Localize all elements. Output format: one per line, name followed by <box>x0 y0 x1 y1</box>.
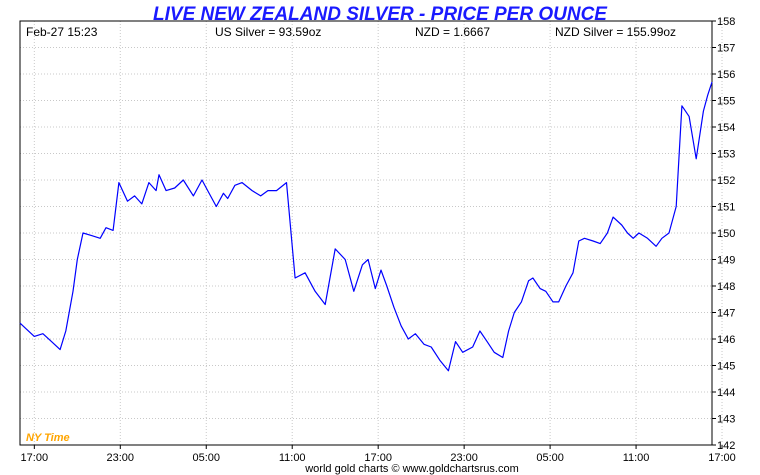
y-tick-label: 152 <box>717 175 735 187</box>
header-us-silver: US Silver = 93.59oz <box>215 25 321 39</box>
y-tick-label: 150 <box>717 228 735 240</box>
y-tick-label: 146 <box>717 334 735 346</box>
y-tick-label: 144 <box>717 387 735 399</box>
x-tick-label: 05:00 <box>536 452 564 464</box>
y-tick-label: 148 <box>717 281 735 293</box>
y-tick-label: 156 <box>717 69 735 81</box>
y-tick-label: 142 <box>717 440 735 452</box>
header-datetime: Feb-27 15:23 <box>26 25 98 39</box>
grid <box>20 20 723 446</box>
y-tick-label: 149 <box>717 255 735 267</box>
chart-title: LIVE NEW ZEALAND SILVER - PRICE PER OUNC… <box>153 4 608 25</box>
x-tick-label: 17:00 <box>21 452 49 464</box>
y-tick-label: 155 <box>717 96 735 108</box>
x-tick-label: 23:00 <box>450 452 478 464</box>
x-tick-label: 23:00 <box>107 452 135 464</box>
y-tick-label: 151 <box>717 202 735 214</box>
header-nzd-rate: NZD = 1.6667 <box>415 25 490 39</box>
timezone-label: NY Time <box>26 432 70 444</box>
x-tick-label: 17:00 <box>708 452 736 464</box>
y-tick-label: 143 <box>717 414 735 426</box>
y-axis-ticks: 142 143 144 145 146 147 148 149 150 151 152 153 154 1… <box>712 16 735 452</box>
y-tick-label: 153 <box>717 149 735 161</box>
footer-credit: world gold charts © www.goldchartsrus.co… <box>304 463 519 475</box>
series-line <box>19 81 713 372</box>
y-tick-label: 154 <box>717 122 735 134</box>
y-tick-label: 157 <box>717 43 735 55</box>
y-tick-label: 158 <box>717 16 735 28</box>
x-tick-label: 11:00 <box>279 452 306 464</box>
x-axis-ticks: 17:00 23:00 05:00 11:00 17:00 23:00 05:00 11:00… <box>21 445 736 464</box>
x-tick-label: 17:00 <box>364 452 392 464</box>
x-tick-label: 11:00 <box>623 452 650 464</box>
header-nzd-silver: NZD Silver = 155.99oz <box>555 25 676 39</box>
y-tick-label: 145 <box>717 361 735 373</box>
y-tick-label: 147 <box>717 308 735 320</box>
x-tick-label: 05:00 <box>192 452 220 464</box>
